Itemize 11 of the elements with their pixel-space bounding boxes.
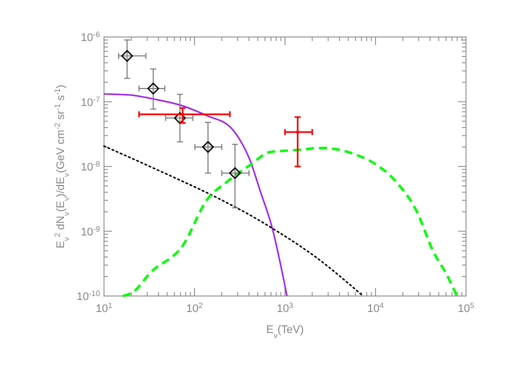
y-tick-label: 10$^{-9}$ xyxy=(80,224,100,238)
y-tick-label: 10$^{-6}$ xyxy=(80,30,100,44)
x-tick-label: 10$^{4}$ xyxy=(367,300,384,315)
x-tick-label: 10$^{2}$ xyxy=(186,300,203,315)
y-tick-label: 10$^{-10}$ xyxy=(76,288,100,303)
x-tick-label: 10$^{3}$ xyxy=(276,300,294,315)
y-tick-label: 10$^{-7}$ xyxy=(80,94,100,109)
x-tick-label: 10$^{1}$ xyxy=(96,300,112,315)
x-tick-label: 10$^{5}$ xyxy=(458,300,474,315)
x-axis-title: E$_{ν}$(TeV) xyxy=(266,324,304,340)
y-tick-label: 10$^{-8}$ xyxy=(80,159,100,174)
